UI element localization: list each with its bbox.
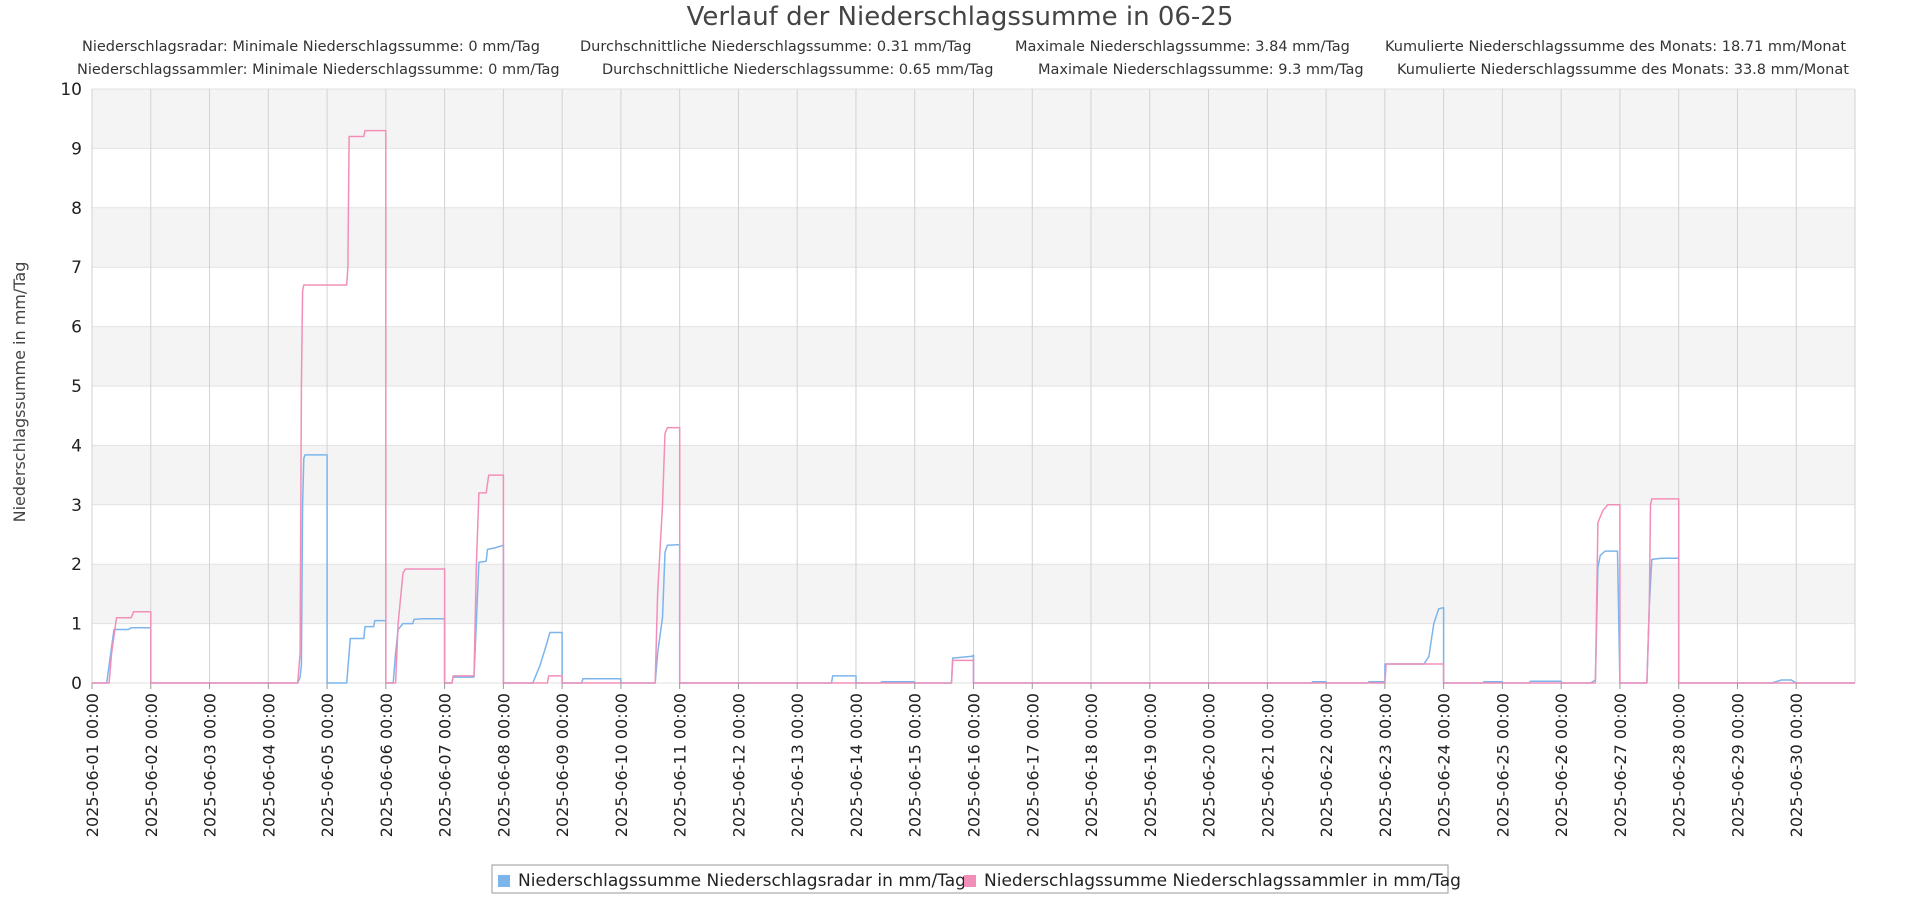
y-tick-label: 3 <box>71 496 82 516</box>
x-tick-label: 2025-06-09 00:00 <box>553 693 572 837</box>
y-tick-label: 10 <box>60 80 82 100</box>
legend-item-radar[interactable]: Niederschlagssumme Niederschlagsradar in… <box>518 871 966 891</box>
x-tick-label: 2025-06-03 00:00 <box>201 693 220 837</box>
x-tick-label: 2025-06-28 00:00 <box>1670 693 1689 837</box>
sammler-avg-label: Durchschnittliche Niederschlagssumme: 0.… <box>602 62 993 78</box>
y-tick-label: 7 <box>71 258 82 278</box>
sammler-max-label: Maximale Niederschlagssumme: 9.3 mm/Tag <box>1038 62 1364 78</box>
x-tick-label: 2025-06-13 00:00 <box>788 693 807 837</box>
y-axis-ticks: 0 1 2 3 4 5 6 7 8 9 10 <box>60 80 82 694</box>
x-tick-label: 2025-06-17 00:00 <box>1023 693 1042 837</box>
radar-avg-label: Durchschnittliche Niederschlagssumme: 0.… <box>580 39 971 55</box>
x-tick-label: 2025-06-21 00:00 <box>1258 693 1277 837</box>
radar-cum-label: Kumulierte Niederschlagssumme des Monats… <box>1385 39 1846 55</box>
y-tick-label: 5 <box>71 377 82 397</box>
legend-swatch-radar <box>498 875 510 887</box>
x-tick-label: 2025-06-08 00:00 <box>494 693 513 837</box>
x-tick-label: 2025-06-23 00:00 <box>1376 693 1395 837</box>
x-tick-label: 2025-06-05 00:00 <box>318 693 337 837</box>
legend-item-sammler[interactable]: Niederschlagssumme Niederschlagssammler … <box>984 871 1461 891</box>
x-tick-label: 2025-06-01 00:00 <box>83 693 102 837</box>
y-tick-label: 8 <box>71 199 82 219</box>
y-tick-label: 1 <box>71 615 82 635</box>
x-tick-label: 2025-06-22 00:00 <box>1317 693 1336 837</box>
x-tick-label: 2025-06-02 00:00 <box>142 693 161 837</box>
x-tick-label: 2025-06-10 00:00 <box>612 693 631 837</box>
y-tick-label: 6 <box>71 318 82 338</box>
y-tick-label: 2 <box>71 555 82 575</box>
x-tick-label: 2025-06-20 00:00 <box>1200 693 1219 837</box>
legend: Niederschlagssumme Niederschlagsradar in… <box>491 864 1461 894</box>
x-tick-label: 2025-06-15 00:00 <box>906 693 925 837</box>
x-tick-label: 2025-06-07 00:00 <box>436 693 455 837</box>
series-line-radar <box>92 454 1855 684</box>
y-tick-label: 9 <box>71 139 82 159</box>
x-tick-label: 2025-06-26 00:00 <box>1552 693 1571 837</box>
x-tick-label: 2025-06-27 00:00 <box>1611 693 1630 837</box>
radar-min-label: Niederschlagsradar: Minimale Niederschla… <box>82 39 540 55</box>
x-tick-label: 2025-06-30 00:00 <box>1787 693 1806 837</box>
sammler-min-label: Niederschlagssammler: Minimale Niedersch… <box>77 62 560 78</box>
x-tick-label: 2025-06-12 00:00 <box>729 693 748 837</box>
x-tick-label: 2025-06-24 00:00 <box>1435 693 1454 837</box>
x-tick-label: 2025-06-25 00:00 <box>1493 693 1512 837</box>
x-tick-label: 2025-06-06 00:00 <box>377 693 396 837</box>
x-tick-label: 2025-06-11 00:00 <box>671 693 690 837</box>
series-line-sammler <box>92 129 1855 684</box>
chart-title: Verlauf der Niederschlagssumme in 06-25 <box>687 2 1234 32</box>
x-tick-label: 2025-06-04 00:00 <box>259 693 278 837</box>
y-tick-label: 4 <box>71 436 82 456</box>
x-tick-label: 2025-06-29 00:00 <box>1728 693 1747 837</box>
legend-swatch-sammler <box>964 875 976 887</box>
x-tick-label: 2025-06-16 00:00 <box>965 693 984 837</box>
radar-max-label: Maximale Niederschlagssumme: 3.84 mm/Tag <box>1015 39 1350 55</box>
x-tick-label: 2025-06-14 00:00 <box>847 693 866 837</box>
y-tick-label: 0 <box>71 674 82 694</box>
x-axis-ticks: 2025-06-01 00:00 2025-06-02 00:00 2025-06-… <box>83 683 1806 837</box>
series-group <box>92 129 1855 684</box>
sammler-cum-label: Kumulierte Niederschlagssumme des Monats… <box>1397 62 1849 78</box>
x-tick-label: 2025-06-18 00:00 <box>1082 693 1101 837</box>
y-axis-label: Niederschlagssumme in mm/Tag <box>10 262 29 523</box>
x-tick-label: 2025-06-19 00:00 <box>1141 693 1160 837</box>
